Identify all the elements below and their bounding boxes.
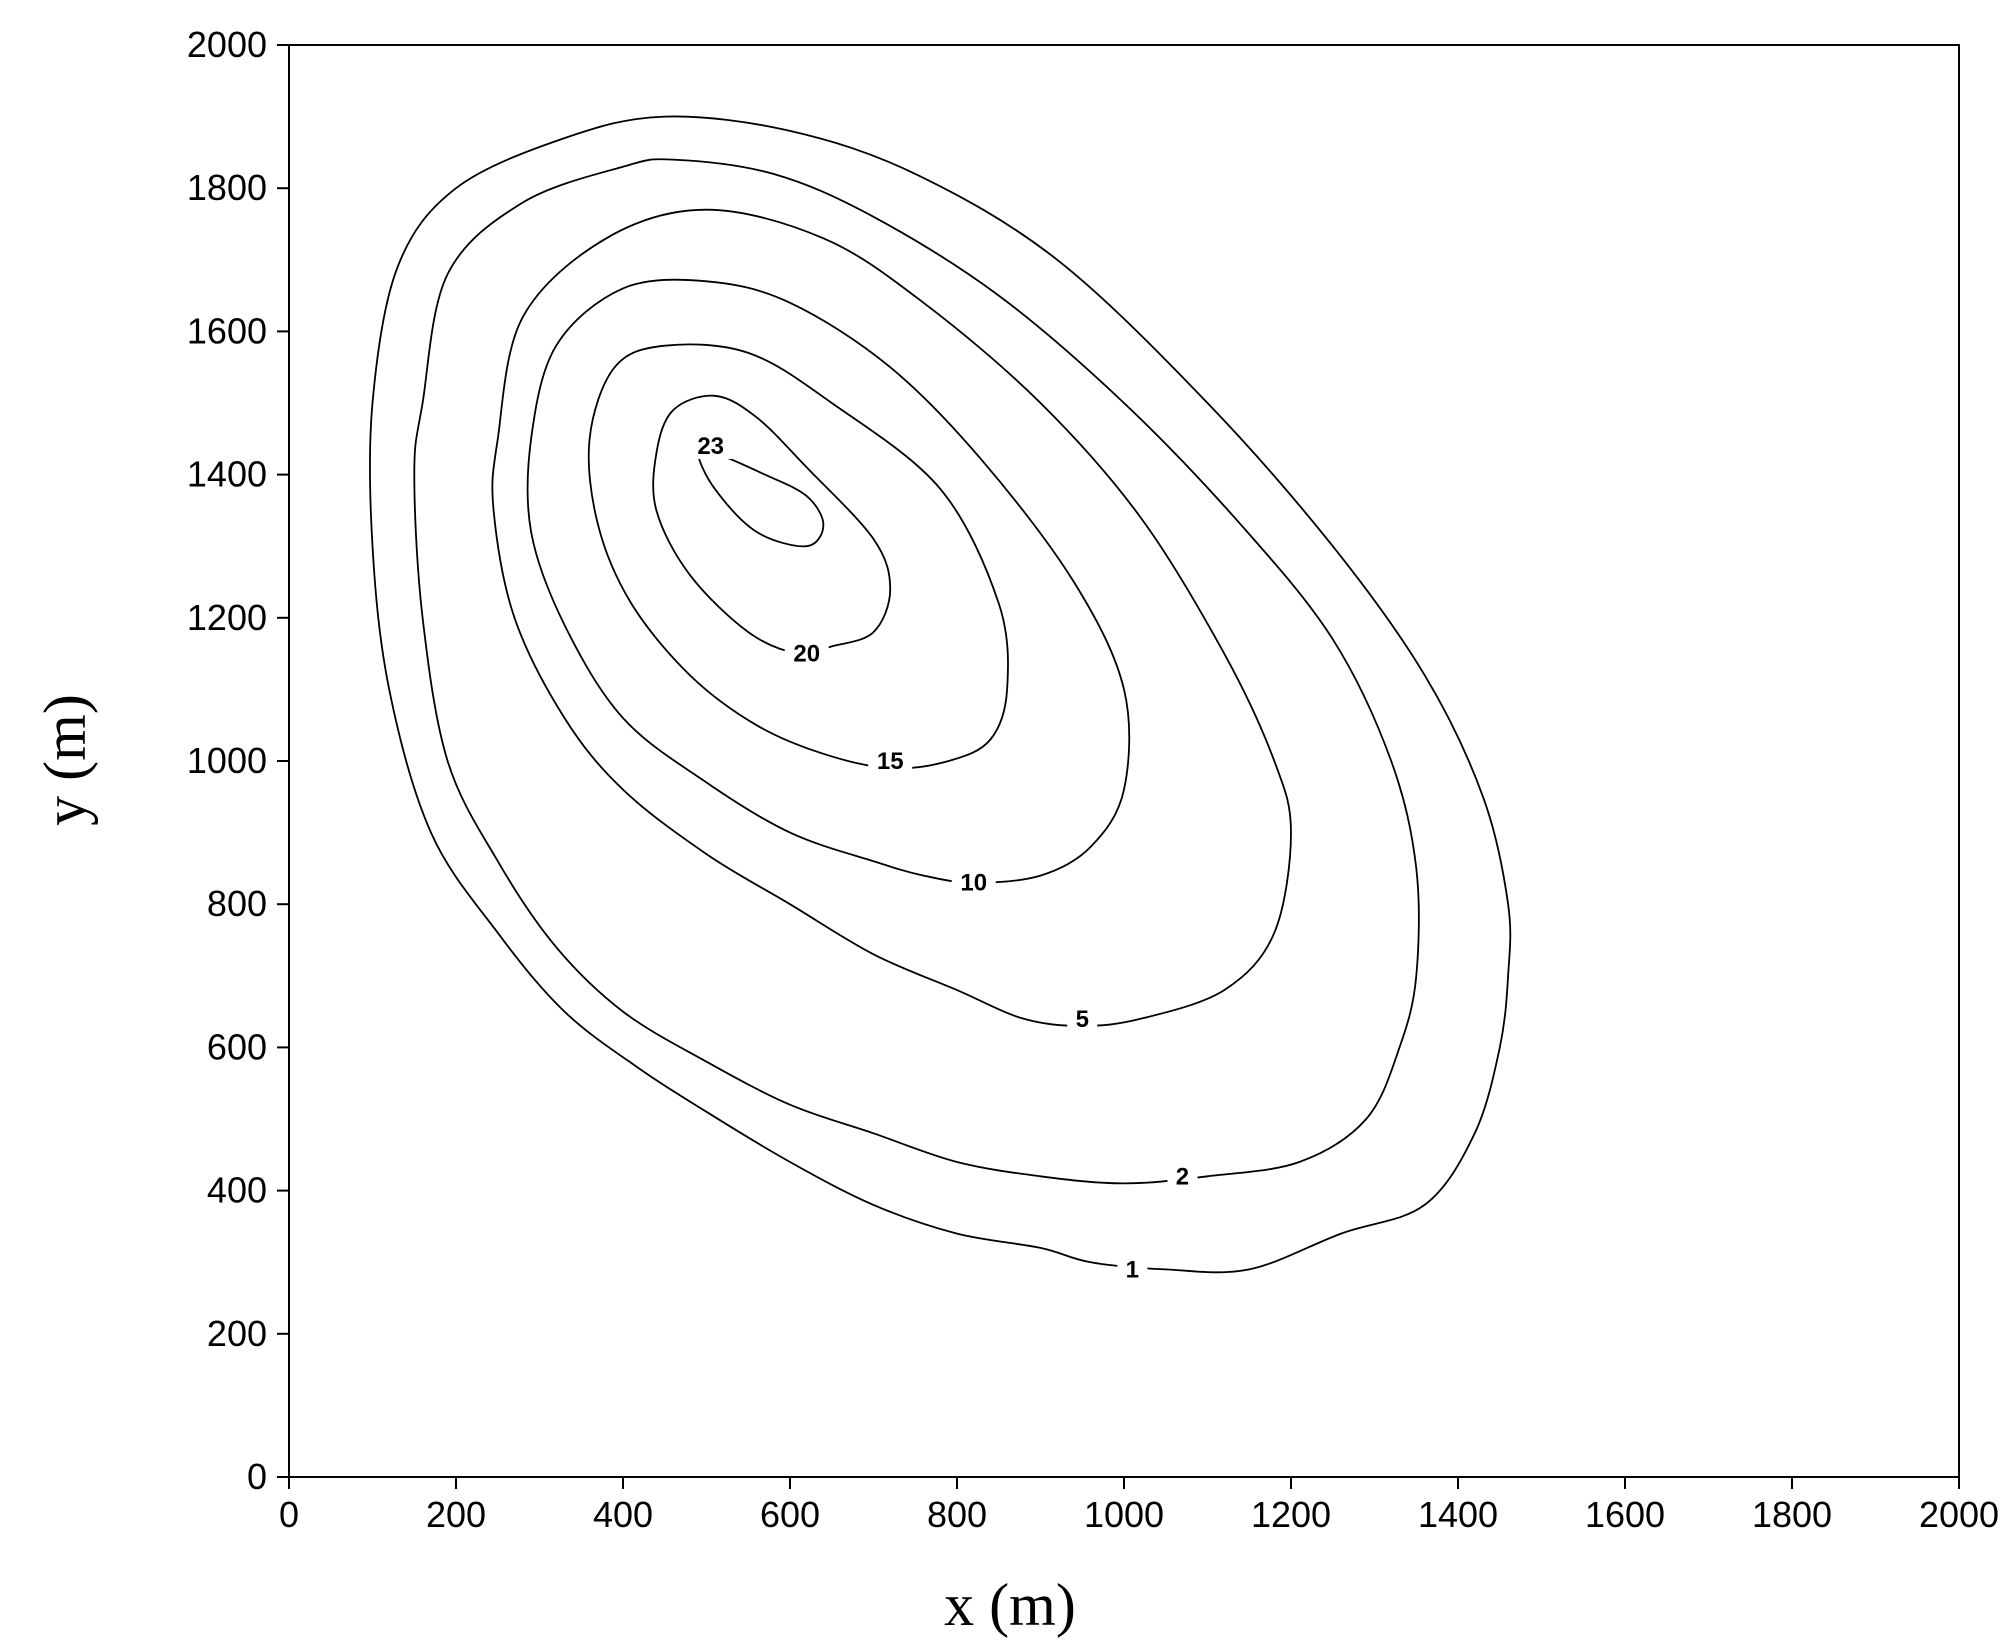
y-tick-label: 1800 xyxy=(187,167,267,208)
contour-label-10: 10 xyxy=(960,870,987,897)
x-tick-label: 400 xyxy=(593,1494,653,1535)
contour-label-bg xyxy=(1167,1161,1198,1190)
y-tick-label: 0 xyxy=(247,1456,267,1497)
x-tick-label: 2000 xyxy=(1919,1494,1999,1535)
x-tick-label: 200 xyxy=(426,1494,486,1535)
contour-line-2 xyxy=(413,158,1420,1185)
contour-label-bg xyxy=(1067,1003,1098,1032)
contour-label-bg xyxy=(784,638,829,667)
contour-label-1: 1 xyxy=(1126,1256,1139,1283)
x-axis-title: x (m) xyxy=(944,1572,1076,1638)
y-tick-label: 200 xyxy=(207,1313,267,1354)
plot-frame xyxy=(288,44,1960,1478)
y-tick-label: 400 xyxy=(207,1170,267,1211)
y-axis-title: y (m) xyxy=(32,694,98,826)
contour-line-5 xyxy=(491,208,1292,1027)
x-tick-label: 1800 xyxy=(1752,1494,1832,1535)
y-tick-label: 600 xyxy=(207,1026,267,1067)
x-tick-label: 0 xyxy=(279,1494,299,1535)
x-tick-label: 800 xyxy=(927,1494,987,1535)
contour-line-15 xyxy=(587,343,1009,770)
contour-line-1 xyxy=(368,115,1512,1274)
contour-label-2: 2 xyxy=(1176,1163,1189,1190)
y-axis-ticks: 0 200 400 600 800 1000 1200 1400 1600 1800 2000 xyxy=(187,24,289,1497)
contour-labels: 1 2 5 10 15 20 23 xyxy=(688,430,1198,1283)
y-tick-label: 800 xyxy=(207,883,267,924)
x-tick-label: 1600 xyxy=(1585,1494,1665,1535)
y-tick-label: 1400 xyxy=(187,454,267,495)
contour-label-bg xyxy=(868,746,913,774)
y-tick-label: 1600 xyxy=(187,310,267,351)
x-tick-label: 1400 xyxy=(1418,1494,1498,1535)
x-tick-label: 1200 xyxy=(1251,1494,1331,1535)
contour-label-bg xyxy=(688,430,733,459)
contour-label-23: 23 xyxy=(697,433,724,460)
contour-label-15: 15 xyxy=(877,748,904,775)
y-tick-label: 2000 xyxy=(187,24,267,65)
contour-line-10 xyxy=(526,278,1131,884)
contour-label-bg xyxy=(1117,1254,1148,1283)
x-tick-label: 600 xyxy=(760,1494,820,1535)
contour-label-5: 5 xyxy=(1076,1006,1089,1033)
y-tick-label: 1200 xyxy=(187,597,267,638)
x-tick-label: 1000 xyxy=(1084,1494,1164,1535)
x-axis-ticks: 0 200 400 600 800 1000 1200 1400 1600 1800 2000 xyxy=(279,1477,1999,1535)
contour-line-20 xyxy=(652,394,892,656)
contour-label-20: 20 xyxy=(793,641,820,668)
y-tick-label: 1000 xyxy=(187,740,267,781)
contour-label-bg xyxy=(951,867,996,896)
